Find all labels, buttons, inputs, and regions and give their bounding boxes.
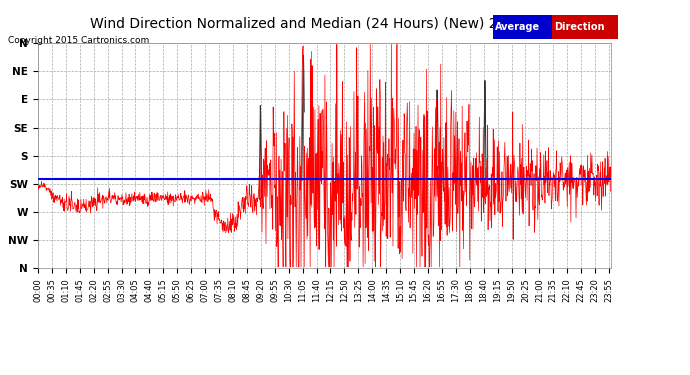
Text: Wind Direction Normalized and Median (24 Hours) (New) 20150827: Wind Direction Normalized and Median (24… bbox=[90, 17, 559, 31]
Text: Average: Average bbox=[495, 22, 540, 32]
Text: Direction: Direction bbox=[554, 22, 604, 32]
Text: Copyright 2015 Cartronics.com: Copyright 2015 Cartronics.com bbox=[8, 36, 150, 45]
